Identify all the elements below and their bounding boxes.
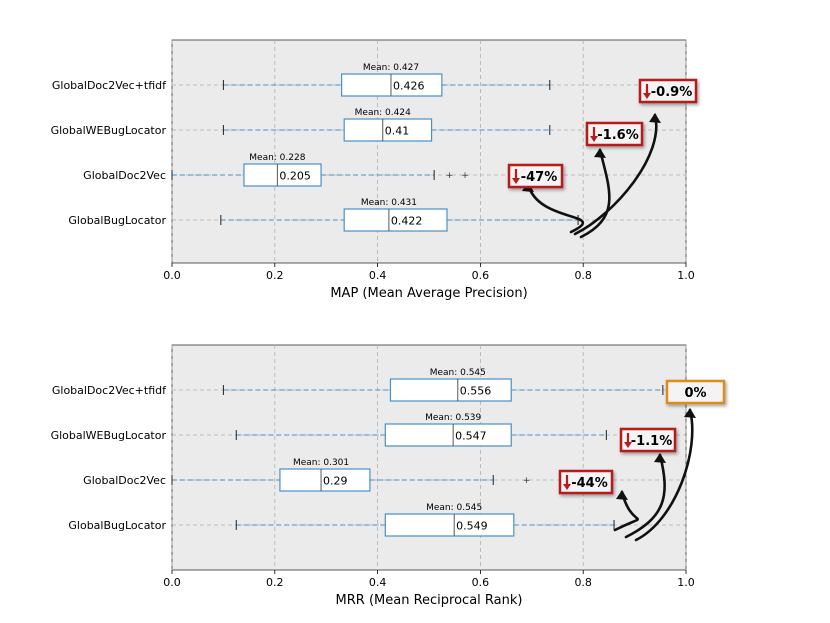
mrr-x-ticks: 0.0 0.2 0.4 0.6 0.8 1.0 [163,576,695,589]
mrr-box [384,423,512,447]
map-callout-text: -47% [521,170,558,185]
mrr-median-label: 0.29 [323,475,348,488]
mrr-outlier: + [523,476,531,486]
map-category-label: GlobalDoc2Vec+tfidf [52,79,167,92]
map-median-label: 0.426 [393,80,425,93]
mrr-x-tick-label: 0.0 [163,576,181,589]
mrr-arrow-head [616,490,628,500]
mrr-category-labels: GlobalDoc2Vec+tfidf GlobalWEBugLocator G… [51,384,168,532]
mrr-arrow-curve [624,453,666,539]
map-outlier: + [461,171,469,181]
mrr-box [279,468,371,492]
mrr-box [384,513,515,537]
mrr-mean-label: Mean: 0.539 [425,413,481,423]
map-mean-label: Mean: 0.427 [363,63,419,73]
map-box [341,73,443,97]
map-mean-label: Mean: 0.228 [249,153,305,163]
mrr-arrow-curves [613,408,696,542]
mrr-boxplot-panel: Mean: 0.545 0.556 Mean: 0.539 0.547 + Mean: 0… [51,344,726,608]
map-arrow-curve [526,182,585,234]
map-callout-box [638,78,698,104]
map-arrow-head [594,148,606,158]
map-arrow-curve [573,113,658,236]
map-down-arrow-head-icon [512,178,520,184]
map-callout-box [507,163,564,189]
map-down-arrow-head-icon [643,93,651,99]
map-x-tick-label: 1.0 [677,269,695,282]
mrr-down-arrow-head-icon [624,442,632,448]
mrr-x-tick-label: 1.0 [677,576,695,589]
mrr-x-tick-label: 0.8 [574,576,592,589]
mrr-callout-box [665,379,726,405]
map-x-tick-label: 0.2 [266,269,284,282]
map-category-label: GlobalWEBugLocator [51,124,167,137]
map-mean-label: Mean: 0.424 [355,108,411,118]
mrr-median-label: 0.549 [456,520,488,533]
mrr-x-axis-label: MRR (Mean Reciprocal Rank) [336,593,523,608]
mrr-arrow-curve [634,408,694,542]
map-category-label: GlobalBugLocator [68,214,166,227]
map-callout-box [585,121,644,147]
map-x-ticks: 0.0 0.2 0.4 0.6 0.8 1.0 [163,269,695,282]
mrr-mean-label: Mean: 0.301 [293,458,349,468]
map-x-tick-label: 0.0 [163,269,181,282]
map-mean-label: Mean: 0.431 [361,198,417,208]
mrr-arrow-head [654,453,666,463]
map-callouts: -0.9% -1.6% -47% [507,78,698,189]
mrr-x-tick-label: 0.6 [472,576,490,589]
mrr-category-label: GlobalBugLocator [68,519,166,532]
mrr-median-label: 0.547 [455,430,487,443]
mrr-callout-text: -1.1% [631,434,672,449]
mrr-x-tick-label: 0.2 [266,576,284,589]
mrr-category-label: GlobalWEBugLocator [51,429,167,442]
mrr-boxes: Mean: 0.545 0.556 Mean: 0.539 0.547 + Mean: 0… [171,368,664,537]
mrr-x-tick-label: 0.4 [369,576,387,589]
mrr-down-arrow-head-icon [563,484,571,490]
mrr-callout-box [619,427,677,453]
mrr-median-label: 0.556 [460,385,492,398]
map-x-axis-label: MAP (Mean Average Precision) [330,286,527,301]
map-arrow-curve [579,148,611,239]
map-box [343,118,433,142]
map-arrow-head [649,113,661,123]
mrr-callouts: 0% -1.1% -44% [558,379,726,495]
map-arrow-curves [522,113,661,239]
mrr-category-label: GlobalDoc2Vec+tfidf [52,384,167,397]
map-median-label: 0.422 [391,215,423,228]
map-category-labels: GlobalDoc2Vec+tfidf GlobalWEBugLocator G… [51,79,168,227]
mrr-arrow-head [684,408,696,418]
map-boxplot-panel: Mean: 0.427 0.426 Mean: 0.424 0.41 + + Mean: 0… [51,39,698,301]
mrr-callout-box [558,469,614,495]
map-x-tick-label: 0.6 [472,269,490,282]
map-box [243,163,322,187]
map-median-label: 0.41 [385,125,410,138]
mrr-category-label: GlobalDoc2Vec [83,474,166,487]
mrr-callout-text: -44% [571,476,608,491]
map-callout-text: -1.6% [597,128,638,143]
map-category-label: GlobalDoc2Vec [83,169,166,182]
mrr-mean-label: Mean: 0.545 [426,503,482,513]
mrr-box [389,378,512,402]
map-median-label: 0.205 [279,170,311,183]
mrr-mean-label: Mean: 0.545 [430,368,486,378]
mrr-callout-text: 0% [684,386,706,401]
map-box [343,208,448,232]
map-down-arrow-head-icon [590,136,598,142]
map-boxes: Mean: 0.427 0.426 Mean: 0.424 0.41 + + Mean: 0… [171,63,579,232]
map-callout-text: -0.9% [651,85,692,100]
map-x-tick-label: 0.8 [574,269,592,282]
mrr-arrow-curve [613,490,639,532]
map-x-tick-label: 0.4 [369,269,387,282]
map-outlier: + [446,171,454,181]
